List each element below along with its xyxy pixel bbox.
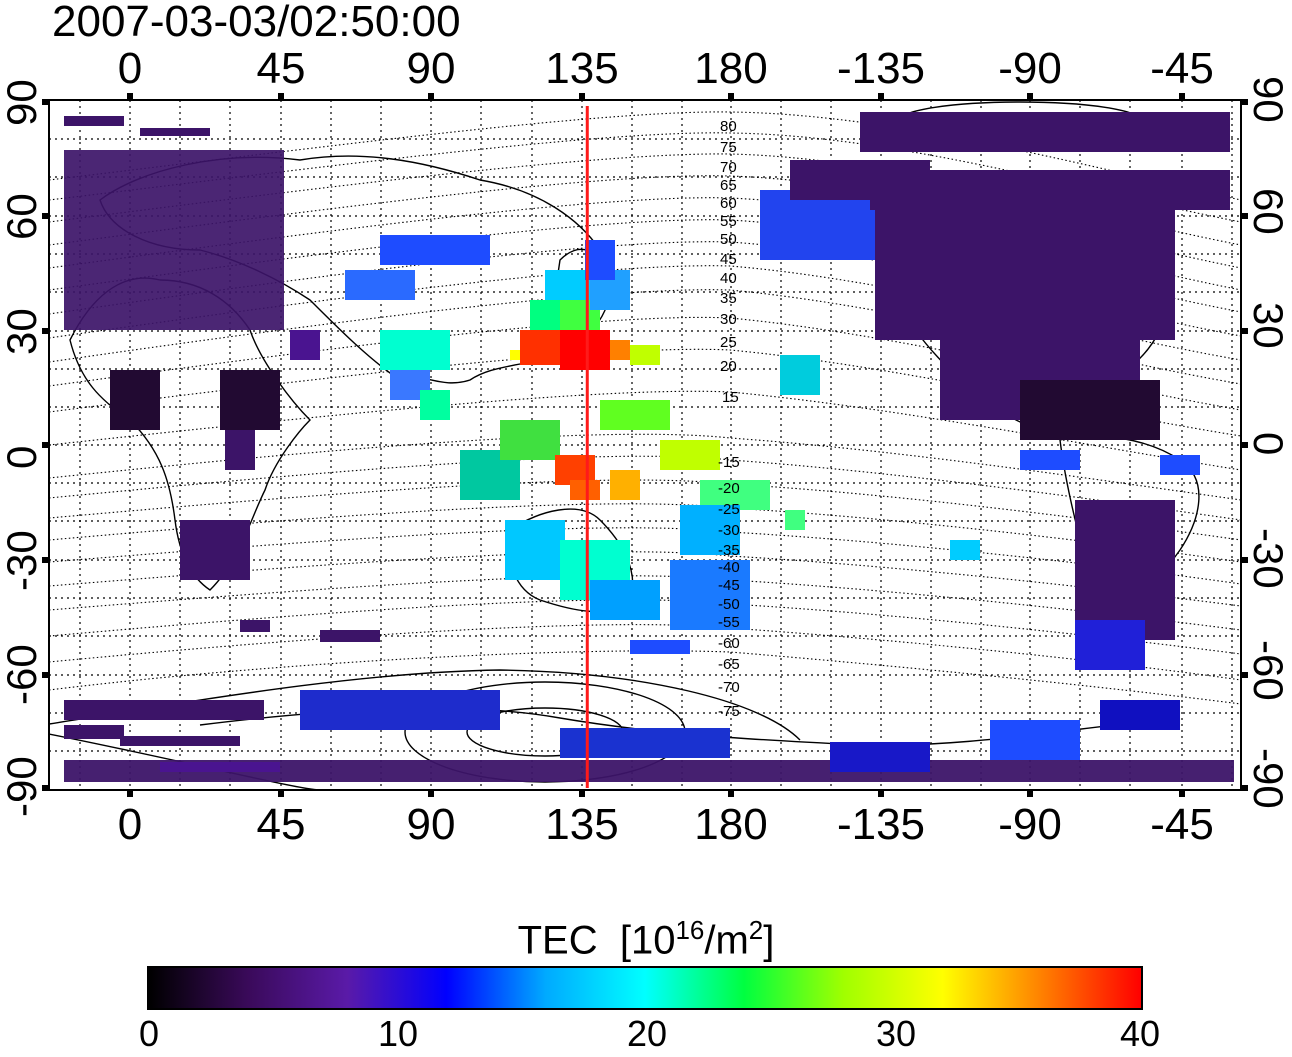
contour-label: -35 [718,542,740,559]
contour-label: -30 [718,522,740,539]
lon-tick-bottom: 45 [256,800,306,849]
lon-tick-top: 135 [545,44,619,93]
lon-tick-top: 0 [117,44,143,93]
lon-tick-bottom: 180 [694,800,768,849]
frame-ticks [42,93,1248,797]
contour-label: 70 [720,159,737,176]
contour-label: -50 [718,596,740,613]
contour-label: 60 [720,195,737,212]
lon-tick-top: 90 [406,44,456,93]
contour-label: 30 [720,311,737,328]
contour-label: 65 [720,177,737,194]
map-content: 80 75 70 65 60 55 50 45 40 35 30 25 20 1… [49,100,1241,790]
contour-label: -65 [718,656,740,673]
contour-label: -55 [718,614,740,631]
colorbar-tick: 30 [875,1013,917,1054]
map-title: 2007-03-03/02:50:00 [52,0,461,46]
colorbar-units-post: ] [763,918,775,963]
colorbar-tick: 40 [1119,1013,1161,1054]
contour-labels-north: 80 75 70 65 60 55 50 45 40 35 30 25 20 1… [720,118,739,406]
colorbar-tick: 10 [377,1013,419,1054]
contour-label: 20 [720,358,737,375]
contour-label: -40 [718,559,740,576]
lon-tick-top: -90 [998,44,1062,93]
colorbar-units-pre: [10 [619,918,676,963]
contour-label: 45 [720,251,737,268]
lon-tick-bottom: -45 [1150,800,1214,849]
contour-label: -75 [718,703,740,720]
lon-tick-bottom: -135 [836,800,926,849]
tec-data-cells [64,112,1234,782]
lon-tick-top: -135 [836,44,926,93]
colorbar-title-quantity: TEC [517,918,598,963]
colorbar-title: TEC [1016/m2] [0,905,1292,965]
lon-tick-bottom: 90 [406,800,456,849]
contour-label: -20 [718,480,740,497]
colorbar-units-exp1: 16 [675,915,705,945]
contour-label: 25 [720,334,737,351]
colorbar-tick: 0 [138,1013,160,1054]
colorbar-units-exp2: 2 [748,915,764,945]
lon-tick-top: 180 [694,44,768,93]
contour-label: 50 [720,231,737,248]
contour-label: -45 [718,577,740,594]
lon-tick-top: 45 [256,44,306,93]
lon-tick-bottom: 0 [117,800,143,849]
tec-map: 80 75 70 65 60 55 50 45 40 35 30 25 20 1… [42,93,1248,797]
colorbar-units-mid: /m [704,918,749,963]
contour-label: 15 [722,389,739,406]
contour-label: 40 [720,270,737,287]
lon-tick-bottom: -90 [998,800,1062,849]
colorbar-gradient [147,966,1143,1010]
contour-label: 75 [720,139,737,156]
contour-label: -70 [718,679,740,696]
contour-label: 35 [720,290,737,307]
contour-label: 80 [720,118,737,135]
lon-tick-top: -45 [1150,44,1214,93]
contour-labels-south: -15 -20 -25 -30 -35 -40 -45 -50 -55 -60 … [718,454,740,720]
contour-label: 55 [720,213,737,230]
lon-tick-bottom: 135 [545,800,619,849]
contour-label: -15 [718,454,740,471]
contour-label: -25 [718,501,740,518]
colorbar-tick: 20 [626,1013,668,1054]
contour-label: -60 [718,635,740,652]
